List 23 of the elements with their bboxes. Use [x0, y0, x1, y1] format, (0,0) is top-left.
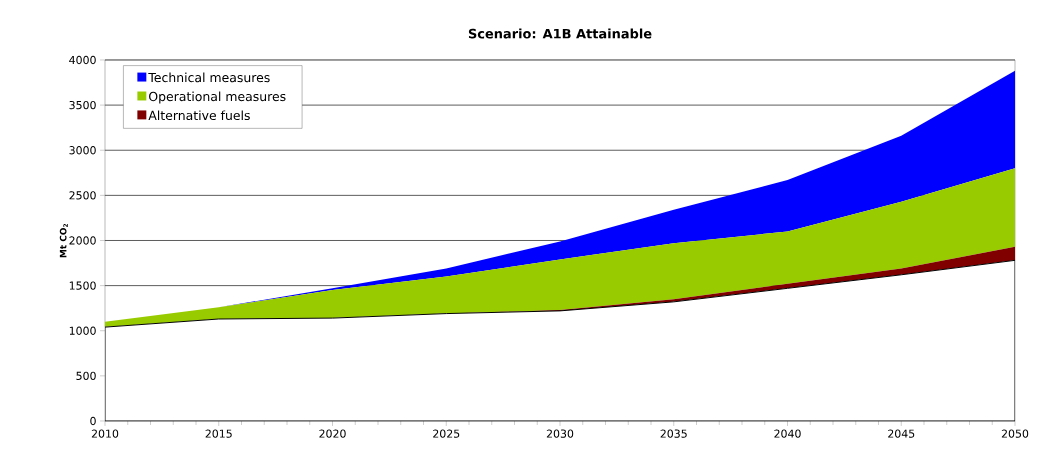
legend-label: Alternative fuels: [148, 110, 250, 121]
y-tick-label: 3500: [69, 100, 96, 110]
chart-title: Scenario: A1B Attainable: [468, 28, 652, 39]
x-tick-label: 2035: [660, 429, 687, 438]
x-tick-label: 2015: [205, 429, 232, 438]
y-tick-label: 1500: [69, 281, 96, 290]
x-tick-label: 2025: [433, 429, 460, 438]
y-tick-label: 0: [90, 416, 96, 426]
legend-label: Operational measures: [149, 91, 286, 104]
x-tick-label: 2040: [774, 429, 801, 438]
y-tick-label: 500: [76, 371, 96, 381]
y-tick-label: 4000: [69, 55, 96, 65]
x-tick-label: 2010: [91, 429, 119, 438]
x-tick-label: 2020: [319, 429, 346, 438]
legend-label: Technical measures: [148, 72, 270, 83]
x-tick-label: 2045: [888, 429, 915, 438]
y-tick-label: 2500: [69, 191, 96, 200]
x-tick-label: 2050: [1001, 429, 1029, 438]
y-tick-label: 1000: [69, 326, 96, 335]
y-axis-title: Mt CO$_{2}$: [59, 223, 68, 258]
y-tick-label: 2000: [69, 236, 96, 245]
x-tick-label: 2030: [546, 429, 574, 438]
y-tick-label: 3000: [69, 146, 96, 155]
